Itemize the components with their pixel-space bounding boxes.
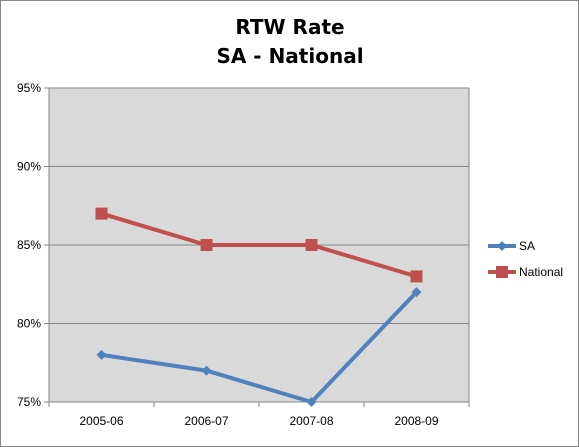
data-point-national bbox=[410, 270, 423, 283]
x-tick-label: 2006-07 bbox=[184, 414, 228, 428]
y-tick-label: 95% bbox=[17, 81, 41, 95]
data-point-sa bbox=[201, 365, 212, 376]
y-tick-label: 75% bbox=[17, 395, 41, 409]
x-tick-label: 2007-08 bbox=[289, 414, 333, 428]
data-point-national bbox=[305, 239, 318, 251]
y-tick-label: 85% bbox=[17, 238, 41, 252]
series-line-sa bbox=[101, 290, 418, 404]
x-tick-label: 2008-09 bbox=[394, 414, 438, 428]
data-point-sa bbox=[96, 349, 107, 360]
chart-title: RTW Rate bbox=[235, 15, 344, 39]
y-tick-label: 80% bbox=[17, 317, 41, 331]
data-point-national bbox=[200, 239, 213, 251]
data-point-national bbox=[95, 207, 108, 220]
legend-label-national: National bbox=[519, 265, 563, 279]
data-point-sa bbox=[411, 287, 422, 298]
x-tick-label: 2005-06 bbox=[79, 414, 123, 428]
y-tick-label: 90% bbox=[17, 160, 41, 174]
legend-label-sa: SA bbox=[519, 239, 535, 253]
chart-subtitle: SA - National bbox=[216, 44, 363, 68]
legend-marker-sa bbox=[497, 241, 507, 251]
series-line-national bbox=[100, 211, 418, 279]
legend-marker-national bbox=[496, 266, 508, 278]
data-point-sa bbox=[306, 397, 317, 407]
